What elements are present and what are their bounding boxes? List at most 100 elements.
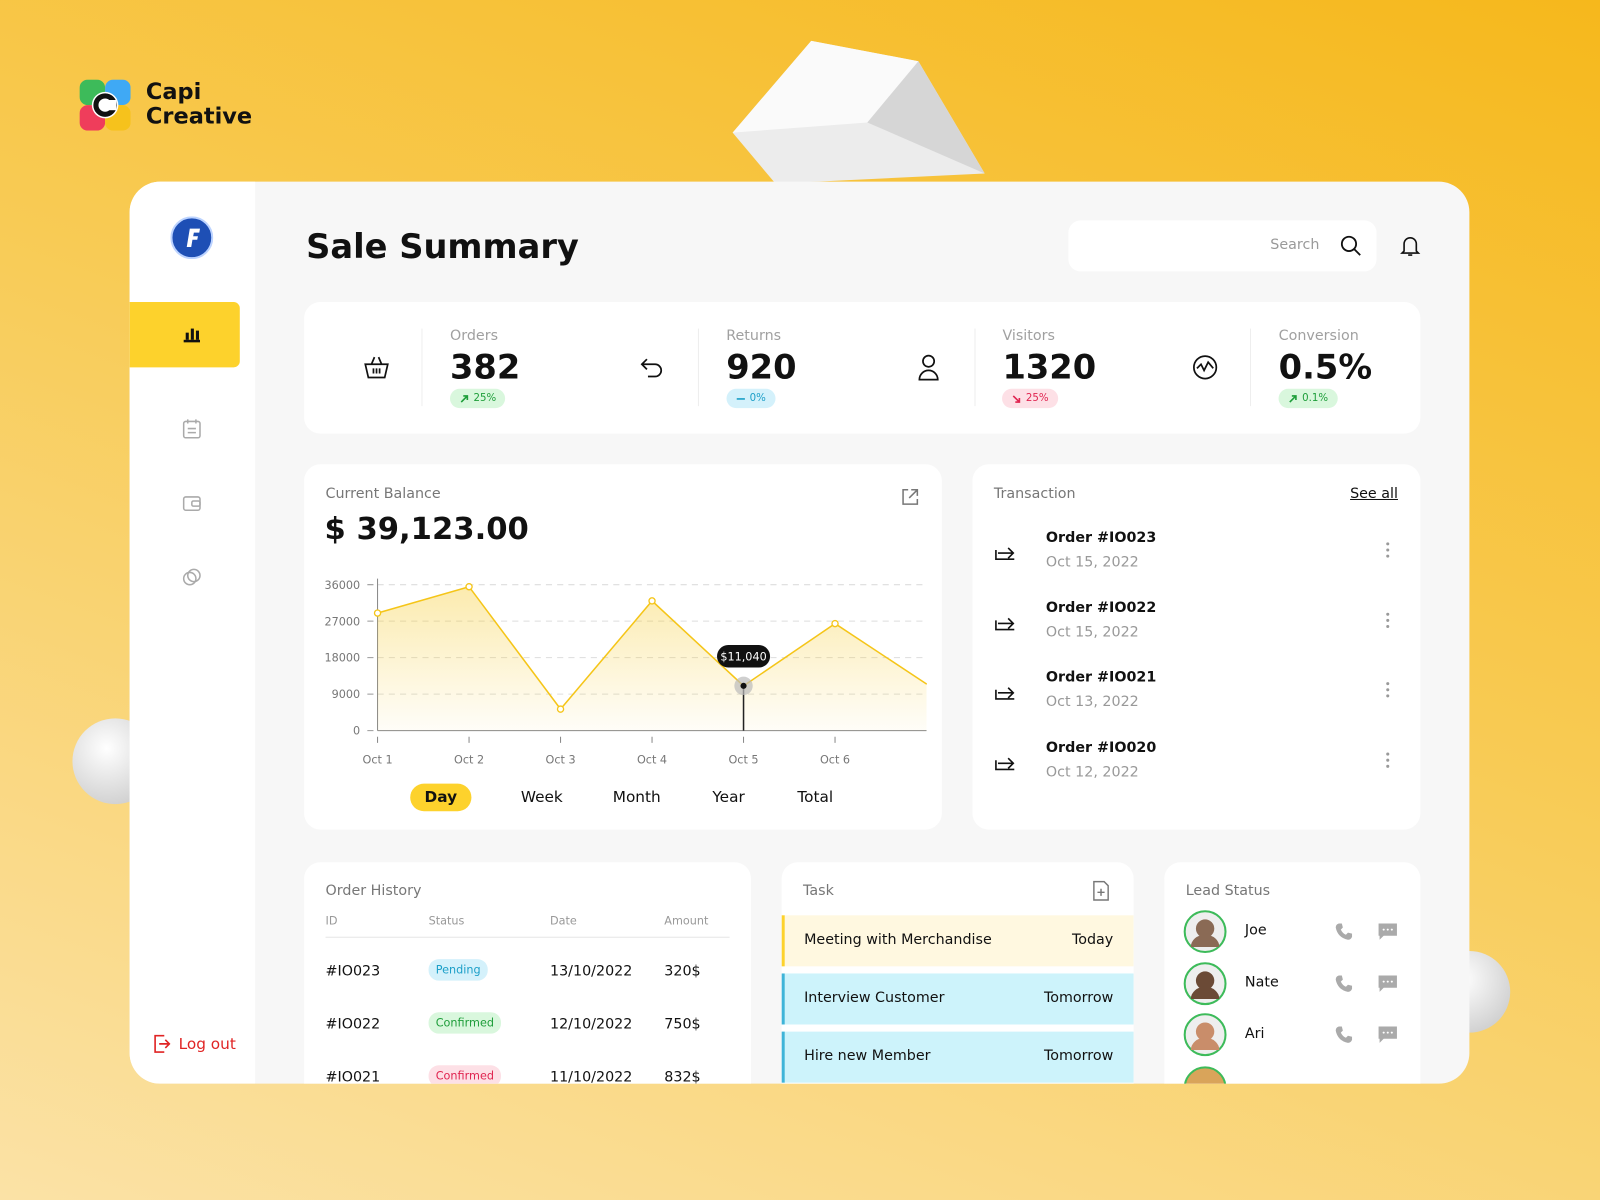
dot bbox=[1386, 612, 1390, 616]
x-tick-label: Oct 4 bbox=[637, 753, 667, 766]
order-history-card: Order History ID Status Date Amount #IO023 Pe… bbox=[304, 862, 752, 1084]
more-menu[interactable] bbox=[1385, 751, 1391, 769]
more-menu[interactable] bbox=[1385, 611, 1391, 629]
change-arrow bbox=[1013, 394, 1021, 403]
task-row[interactable]: Interview Customer Tomorrow bbox=[781, 973, 1134, 1025]
search-placeholder: Search bbox=[1270, 236, 1320, 254]
dot bbox=[1382, 928, 1385, 931]
brand-line: Creative bbox=[145, 104, 253, 130]
stat-change: 0.1% bbox=[1278, 388, 1338, 409]
change-text: 0% bbox=[749, 392, 766, 405]
change-arrow bbox=[1289, 394, 1297, 403]
y-tick-label: 9000 bbox=[332, 688, 361, 701]
dot bbox=[1382, 980, 1385, 983]
period-tab[interactable]: Week bbox=[520, 787, 563, 807]
transaction-icon bbox=[995, 687, 1015, 700]
cell: 832$ bbox=[664, 1069, 701, 1084]
stat-value: 0.5% bbox=[1278, 346, 1373, 387]
card-title: Transaction bbox=[993, 485, 1076, 503]
bell-icon[interactable] bbox=[1400, 235, 1421, 257]
task-name: Meeting with Merchandise bbox=[804, 931, 992, 948]
brand-line: Capi bbox=[145, 79, 202, 106]
balance-chart: 0 9000 18000 27000 36000 Oct 1 Oct 2 Oct 3 Oct 4… bbox=[325, 578, 928, 766]
more-menu[interactable] bbox=[1385, 681, 1391, 699]
transaction-icon bbox=[995, 617, 1015, 630]
period-tab[interactable]: Total bbox=[797, 787, 834, 807]
call-icon[interactable] bbox=[1335, 974, 1353, 992]
nav-icon[interactable] bbox=[182, 493, 202, 513]
change-arrow bbox=[460, 394, 469, 403]
task-row[interactable]: Hire new Member Tomorrow bbox=[781, 1031, 1134, 1083]
dot bbox=[1386, 554, 1390, 558]
icon bbox=[1378, 923, 1397, 940]
task-name: Interview Customer bbox=[804, 989, 945, 1007]
task-row[interactable]: Meeting with Merchandise Today bbox=[781, 915, 1134, 967]
status-pill: Confirmed bbox=[428, 1065, 502, 1084]
change-arrow bbox=[736, 397, 745, 400]
status-pill: Confirmed bbox=[428, 1012, 502, 1034]
lead-name: Joe bbox=[1244, 922, 1267, 939]
avatar-head bbox=[1195, 970, 1215, 990]
message-icon[interactable] bbox=[1378, 922, 1398, 940]
dot bbox=[1382, 1031, 1385, 1034]
more-menu[interactable] bbox=[1385, 541, 1391, 559]
tooltip bbox=[717, 645, 771, 668]
message-icon[interactable] bbox=[1378, 974, 1398, 992]
header-rule bbox=[325, 936, 730, 938]
decor-shape bbox=[732, 40, 985, 184]
stat-label: Returns bbox=[726, 327, 782, 344]
app-logo[interactable] bbox=[170, 216, 214, 260]
search-box[interactable]: Search bbox=[1068, 220, 1377, 272]
call-icon[interactable] bbox=[1335, 1026, 1353, 1044]
stat-value: 1320 bbox=[1002, 346, 1097, 387]
period-tab[interactable]: Month bbox=[612, 787, 661, 807]
column-header: Status bbox=[428, 914, 465, 928]
cell: #IO021 bbox=[325, 1069, 381, 1084]
dot bbox=[1390, 928, 1393, 931]
logout-icon[interactable] bbox=[152, 1034, 171, 1054]
see-all-link[interactable]: See all bbox=[1350, 485, 1398, 503]
separator bbox=[697, 328, 699, 407]
period-tab[interactable]: Year bbox=[712, 787, 745, 807]
dot bbox=[1386, 980, 1389, 983]
balance-amount: $ 39,123.00 bbox=[324, 511, 529, 547]
icon bbox=[1335, 1026, 1353, 1043]
x-tick-label: Oct 2 bbox=[454, 753, 484, 766]
period-tab[interactable]: Day bbox=[410, 783, 472, 812]
call-icon[interactable] bbox=[1335, 922, 1353, 940]
icon bbox=[995, 547, 1015, 560]
avatar-body bbox=[1190, 934, 1220, 947]
message-icon[interactable] bbox=[1378, 1026, 1398, 1044]
stat-change: 0% bbox=[726, 388, 776, 409]
add-task-icon[interactable] bbox=[1092, 880, 1110, 901]
page-title: Sale Summary bbox=[306, 226, 579, 267]
logout[interactable]: Log out bbox=[178, 1034, 236, 1054]
card-title: Order History bbox=[325, 882, 422, 899]
nav-active[interactable] bbox=[129, 302, 240, 368]
dot bbox=[1390, 980, 1393, 983]
stat-label: Conversion bbox=[1278, 327, 1359, 344]
arrow bbox=[460, 394, 469, 403]
avatar bbox=[1184, 1066, 1227, 1084]
task-name: Hire new Member bbox=[804, 1047, 931, 1065]
dot bbox=[1386, 618, 1390, 622]
expand-icon[interactable] bbox=[900, 487, 920, 507]
nav-icon[interactable] bbox=[182, 418, 202, 439]
dot bbox=[1390, 1031, 1393, 1034]
order-date: Oct 15, 2022 bbox=[1045, 554, 1139, 571]
separator bbox=[1249, 328, 1252, 407]
avatar bbox=[1183, 910, 1227, 954]
stat-icon bbox=[1193, 355, 1218, 380]
y-tick-label: 18000 bbox=[325, 652, 361, 665]
cell: 750$ bbox=[664, 1016, 701, 1033]
transaction-icon bbox=[995, 547, 1015, 560]
dashboard: Log out Sale Summary Search Orders 382 25%… bbox=[129, 181, 1470, 1084]
separator bbox=[974, 328, 976, 407]
order-id: Order #IO021 bbox=[1045, 669, 1157, 686]
change-text: 25% bbox=[1025, 392, 1049, 405]
stat-icon bbox=[918, 354, 939, 381]
stat-value: 382 bbox=[449, 346, 521, 387]
point bbox=[556, 705, 565, 713]
nav-icon[interactable] bbox=[182, 567, 202, 587]
